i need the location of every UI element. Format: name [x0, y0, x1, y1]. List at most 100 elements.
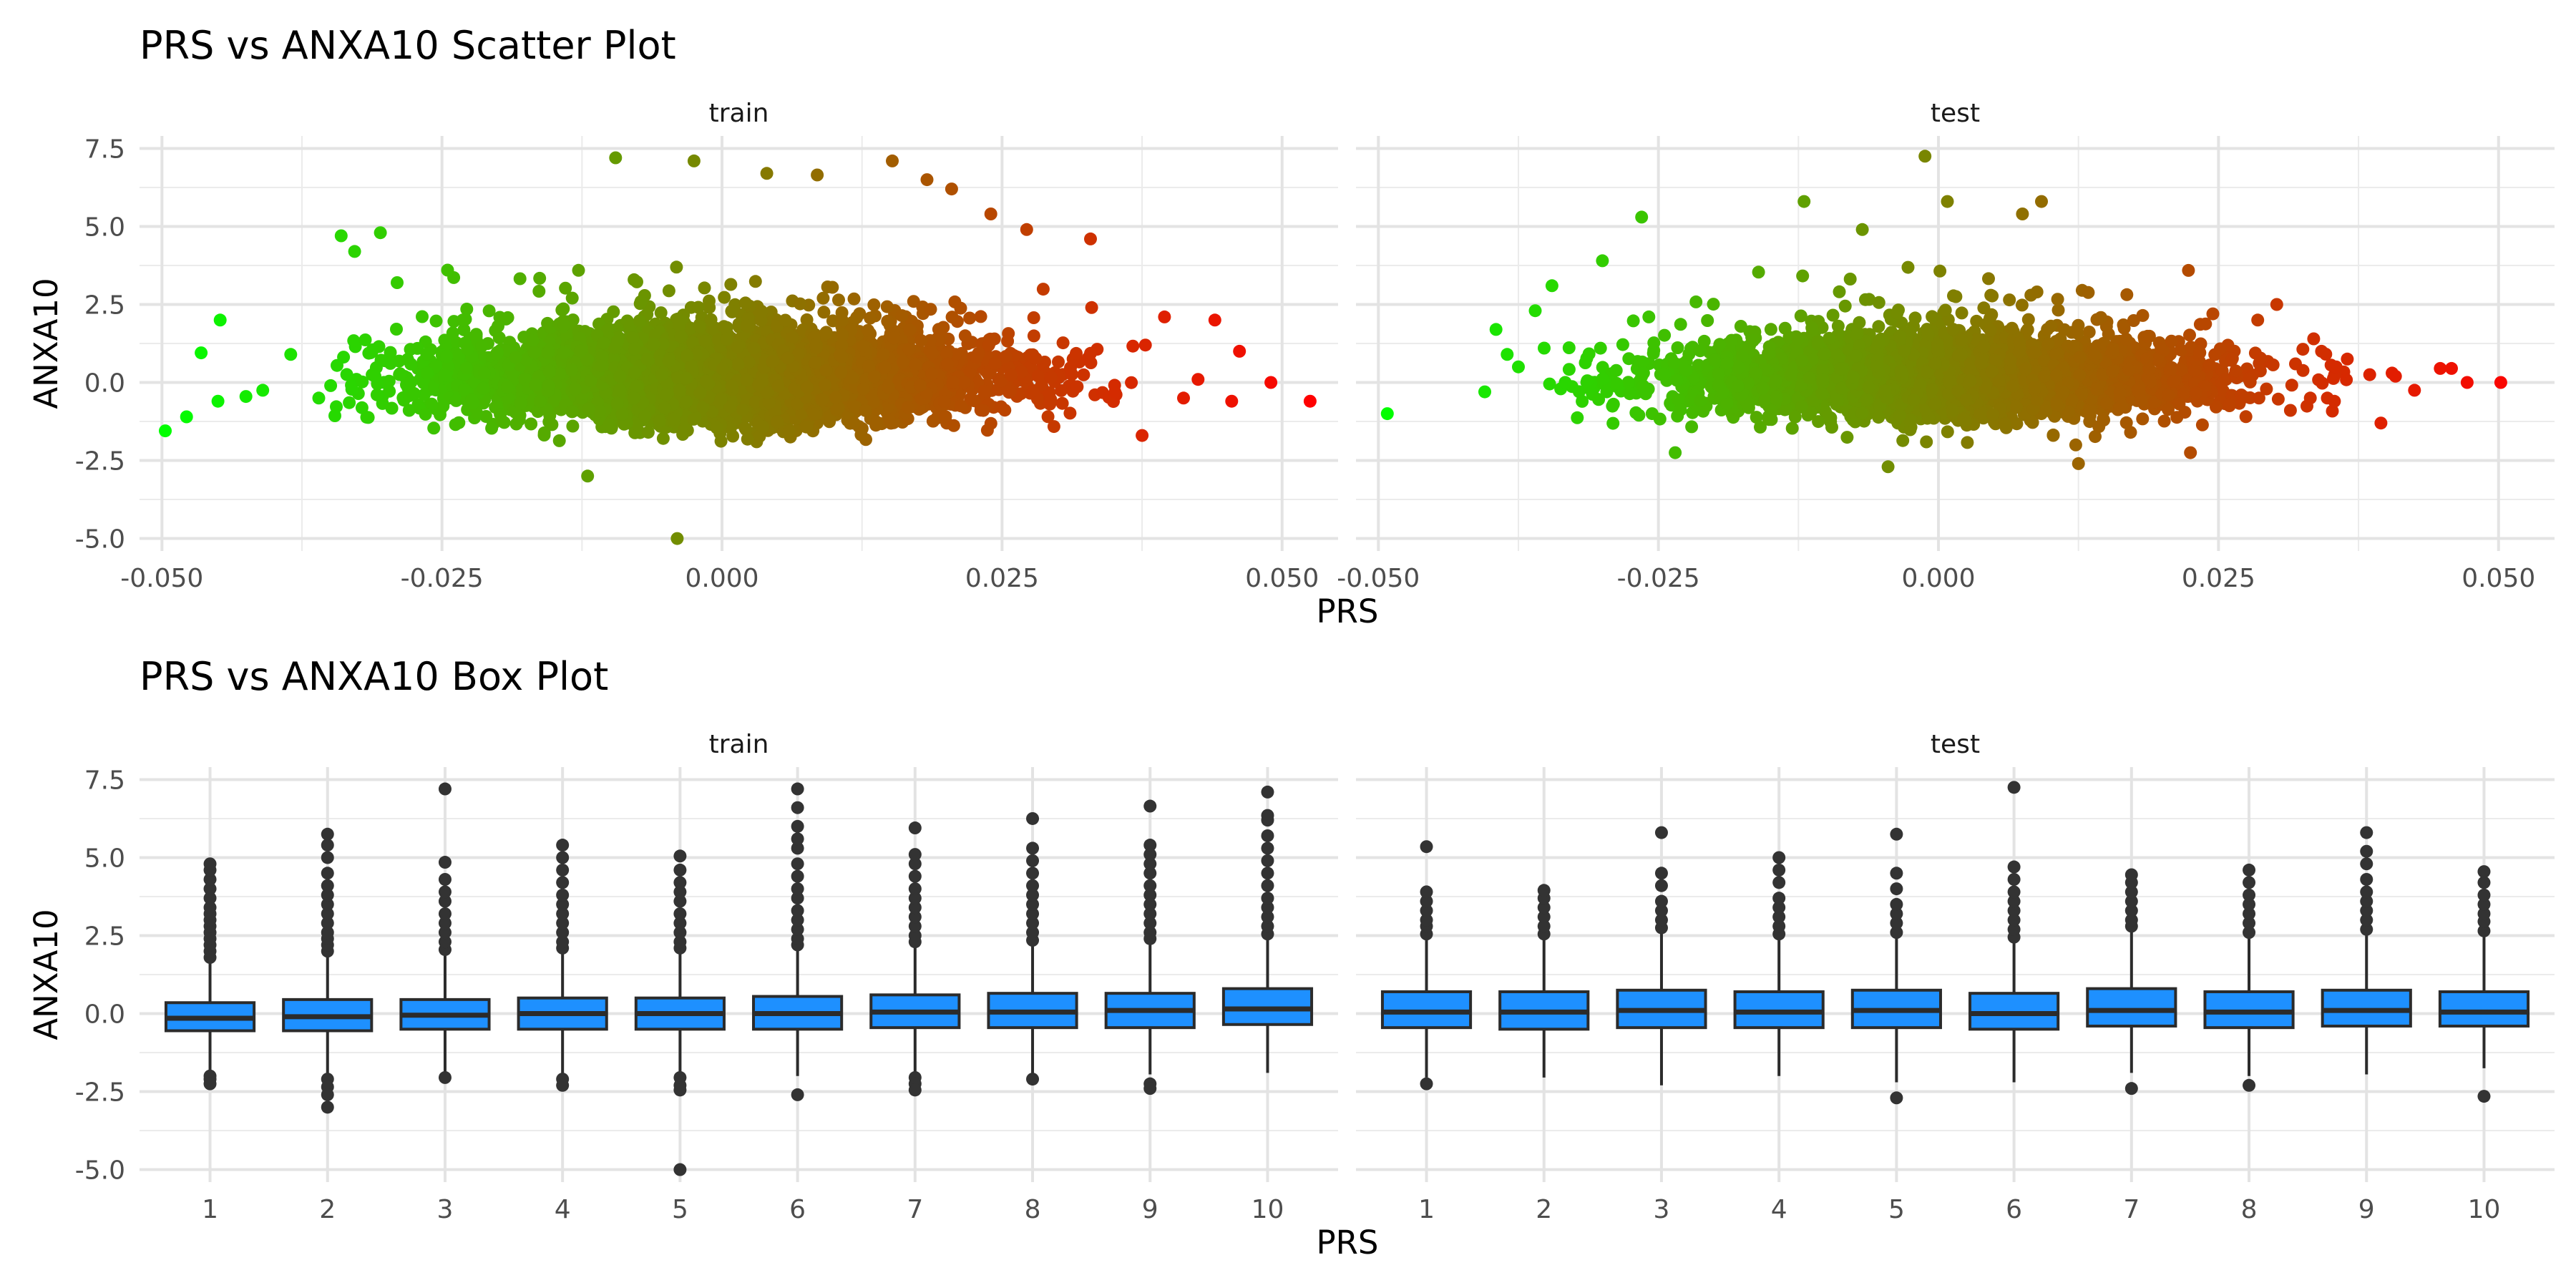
scatter-point [634, 295, 648, 308]
scatter-point [895, 309, 909, 323]
scatter-point [355, 401, 369, 414]
scatter-point [676, 428, 690, 441]
scatter-point [374, 353, 388, 367]
scatter-point [602, 418, 616, 431]
scatter-point [607, 305, 620, 318]
scatter-point [656, 431, 670, 445]
scatter-point [572, 263, 585, 277]
scatter-point [847, 416, 861, 430]
scatter-point [738, 296, 752, 310]
scatter-point [492, 319, 504, 333]
scatter-point [847, 292, 861, 306]
scatter-point [565, 363, 578, 376]
scatter-point [924, 303, 937, 316]
scatter-panel-train: -0.050 -0.025 0.000 0.025 0.050-5.0-2.50.02.… [75, 99, 1338, 593]
scatter-point [1001, 334, 1015, 348]
scatter-point [785, 331, 799, 345]
scatter-point [385, 401, 399, 415]
scatter-point [485, 421, 499, 435]
scatter-point [698, 281, 711, 295]
x-tick-label: 0.025 [965, 564, 1039, 593]
scatter-point [383, 384, 396, 398]
scatter-point [741, 432, 754, 446]
scatter-point [514, 396, 527, 410]
y-tick-label: -2.5 [75, 447, 125, 477]
scatter-point [724, 278, 738, 291]
scatter-point [854, 428, 868, 441]
facet-strip-label: train [709, 99, 769, 128]
scatter-point [670, 260, 683, 274]
scatter-point [436, 399, 450, 413]
scatter-point [630, 275, 643, 288]
scatter-chart-title: PRS vs ANXA10 Scatter Plot [140, 23, 676, 68]
y-tick-label: 7.5 [84, 135, 125, 164]
scatter-point [1027, 329, 1040, 343]
scatter-point [429, 314, 443, 328]
scatter-point [864, 311, 877, 325]
scatter-point [932, 323, 945, 336]
scatter-point [902, 343, 916, 356]
scatter-point [718, 291, 731, 304]
scatter-point [328, 409, 341, 422]
scatter-point [331, 358, 343, 372]
scatter-point [800, 420, 814, 434]
x-tick-label: 0.050 [1245, 564, 1319, 593]
scatter-point [449, 418, 462, 431]
scatter-point [720, 333, 733, 346]
scatter-point [446, 326, 459, 340]
scatter-point [1063, 406, 1077, 420]
scatter-point [710, 421, 723, 434]
scatter-point [475, 339, 489, 353]
scatter-point [565, 405, 579, 419]
scatter-point [1125, 376, 1138, 389]
scatter-point [457, 323, 471, 336]
y-tick-label: 5.0 [84, 213, 125, 242]
scatter-point [1036, 283, 1050, 296]
scatter-point [537, 426, 551, 439]
scatter-point [427, 421, 441, 435]
scatter-point [1055, 396, 1069, 410]
scatter-point [945, 311, 959, 324]
scatter-point [862, 323, 875, 337]
scatter-point [948, 295, 962, 308]
scatter-point [748, 275, 762, 288]
scatter-point [404, 357, 418, 371]
scatter-point [897, 356, 909, 369]
scatter-point [525, 417, 538, 431]
x-tick-label: 0.000 [685, 564, 758, 593]
scatter-point [693, 320, 706, 333]
x-tick-label: -0.025 [401, 564, 484, 593]
scatter-point [926, 414, 940, 428]
scatter-point [832, 293, 845, 307]
scatter-point [358, 333, 372, 346]
scatter-point-cloud [324, 260, 1140, 449]
scatter-point [482, 304, 496, 318]
scatter-point [364, 346, 377, 359]
scatter-point [972, 346, 985, 360]
scatter-point [343, 396, 356, 409]
scatter-point [557, 318, 571, 331]
scatter-point [958, 329, 972, 343]
scatter-point [421, 366, 434, 380]
scatter-point [691, 301, 705, 314]
scatter-point [731, 341, 745, 354]
scatter-point [779, 313, 792, 327]
scatter-point [407, 387, 421, 400]
scatter-point [974, 310, 987, 323]
scatter-point [703, 294, 716, 308]
scatter-point [491, 346, 504, 359]
scatter-point [1070, 380, 1084, 394]
scatter-point [369, 370, 382, 383]
scatter-point [557, 302, 570, 316]
scatter-point [704, 313, 718, 326]
scatter-point [867, 298, 881, 311]
scatter-point [714, 434, 728, 448]
scatter-point [390, 323, 403, 336]
scatter-point [816, 291, 830, 305]
scatter-point [882, 413, 896, 426]
scatter-point [541, 316, 555, 330]
scatter-point [440, 349, 454, 363]
scatter-point [662, 284, 675, 298]
scatter-point [1026, 384, 1040, 397]
